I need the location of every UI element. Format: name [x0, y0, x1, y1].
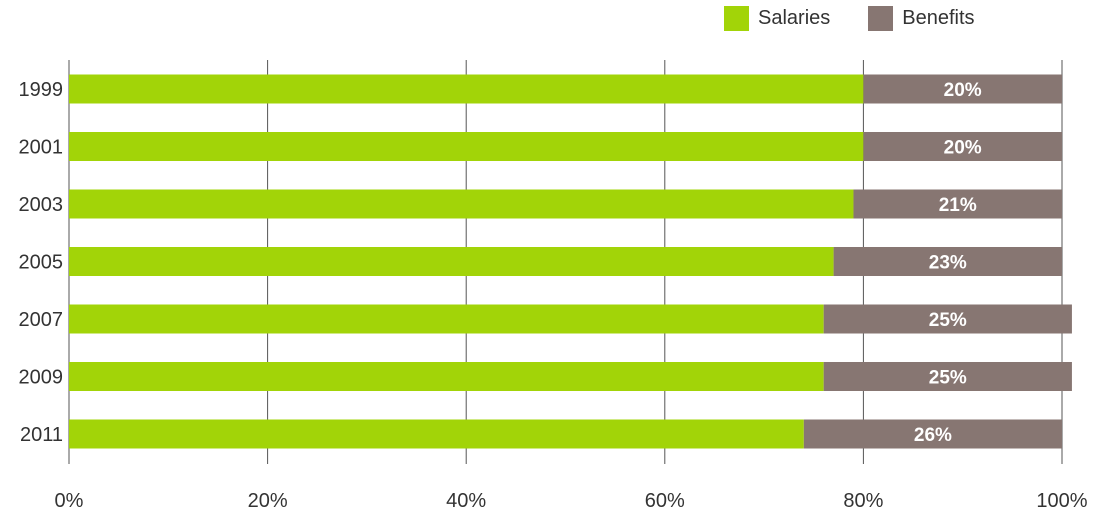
- data-label: 25%: [929, 368, 967, 389]
- bar-benefits: [833, 247, 1062, 276]
- x-tick-label: 100%: [1036, 490, 1087, 512]
- bar-salaries: [69, 189, 854, 219]
- legend-item-salaries: Salaries: [724, 6, 830, 31]
- legend-label-benefits: Benefits: [902, 7, 975, 29]
- x-tick-label: 40%: [446, 490, 486, 512]
- data-labels: 20% 20% 21% 23% 25% 25% 26%: [914, 80, 982, 446]
- bar-benefits: [863, 132, 1062, 161]
- bar-benefits: [863, 74, 1062, 104]
- y-tick-label: 1999: [19, 79, 64, 101]
- bars: [69, 74, 1072, 449]
- legend: Salaries Benefits: [724, 6, 1013, 31]
- data-label: 25%: [929, 310, 967, 331]
- bar-benefits: [823, 304, 1072, 334]
- legend-swatch-salaries: [724, 6, 749, 31]
- bar-benefits: [803, 419, 1062, 449]
- legend-item-benefits: Benefits: [868, 6, 975, 31]
- bar-benefits: [853, 189, 1062, 219]
- y-tick-label: 2007: [19, 309, 64, 331]
- x-tick-label: 20%: [248, 490, 288, 512]
- bar-salaries: [69, 304, 824, 334]
- data-label: 20%: [944, 80, 982, 101]
- y-tick-labels: 1999 2001 2003 2005 2007 2009 2011: [19, 79, 64, 446]
- bar-salaries: [69, 362, 824, 391]
- x-tick-label: 80%: [843, 490, 883, 512]
- bar-benefits: [823, 362, 1072, 391]
- legend-swatch-benefits: [868, 6, 894, 31]
- y-tick-label: 2011: [20, 424, 63, 446]
- bar-salaries: [69, 74, 864, 104]
- y-tick-label: 2009: [19, 367, 64, 389]
- data-label: 20%: [944, 138, 982, 159]
- x-tick-label: 0%: [55, 490, 84, 512]
- data-label: 21%: [939, 195, 977, 216]
- y-tick-label: 2001: [19, 137, 64, 159]
- x-tick-labels: 0% 20% 40% 60% 80% 100%: [55, 490, 1088, 512]
- data-label: 26%: [914, 425, 952, 446]
- bar-salaries: [69, 419, 804, 449]
- bar-salaries: [69, 132, 864, 161]
- bar-salaries: [69, 247, 834, 276]
- y-tick-label: 2003: [19, 194, 64, 216]
- x-tick-label: 60%: [645, 490, 685, 512]
- data-label: 23%: [929, 253, 967, 274]
- legend-label-salaries: Salaries: [758, 7, 831, 29]
- y-tick-label: 2005: [19, 252, 64, 274]
